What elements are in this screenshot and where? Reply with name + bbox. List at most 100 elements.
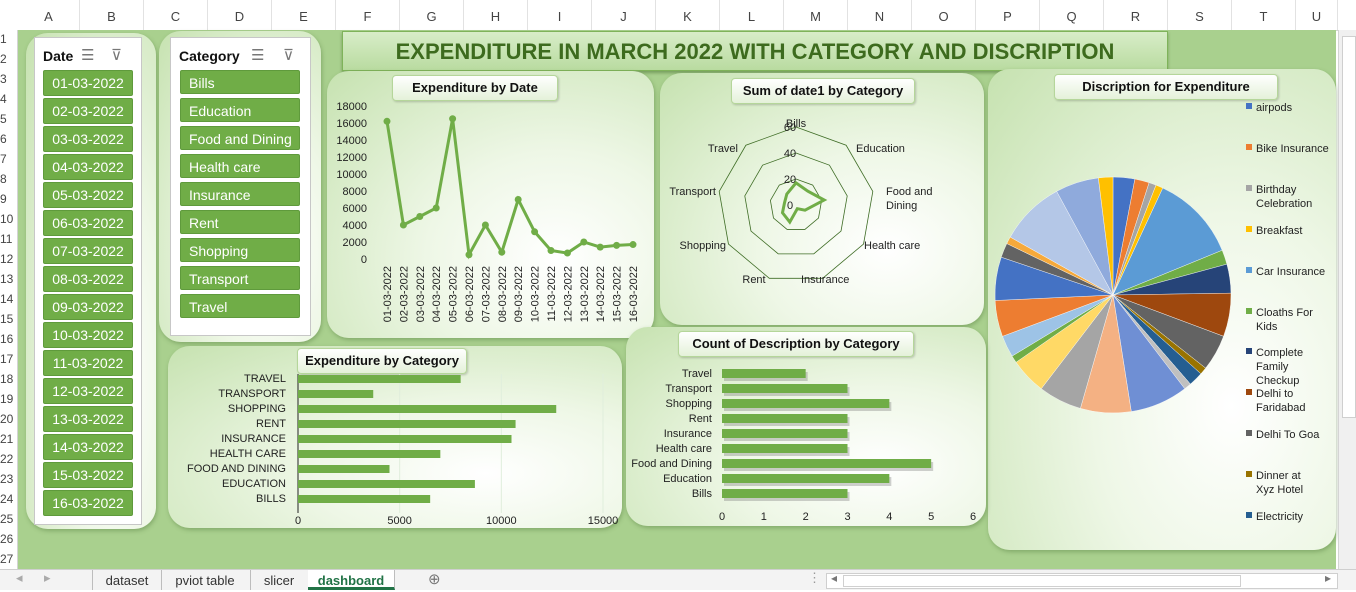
- scroll-left-icon[interactable]: ◂: [831, 571, 838, 585]
- scroll-right-icon[interactable]: ▸: [1325, 571, 1332, 585]
- line-chart-panel[interactable]: [327, 71, 654, 338]
- category-bar-chart[interactable]: 0 5000 10000 15000 TRAVEL TRANSPORT SHOPPING RE…: [168, 346, 622, 528]
- column-header[interactable]: S: [1168, 0, 1232, 30]
- row-header[interactable]: 5: [0, 112, 7, 126]
- category-slicer-item[interactable]: Bills: [180, 70, 300, 94]
- row-header[interactable]: 8: [0, 172, 7, 186]
- pie-chart[interactable]: airpods Bike Insurance Birthday Celebration…: [988, 69, 1336, 550]
- column-header[interactable]: B: [80, 0, 144, 30]
- row-header[interactable]: 7: [0, 152, 7, 166]
- column-header[interactable]: I: [528, 0, 592, 30]
- clear-filter-icon[interactable]: ⊽: [283, 47, 294, 64]
- row-header[interactable]: 16: [0, 332, 14, 346]
- column-header[interactable]: P: [976, 0, 1040, 30]
- row-header[interactable]: 1: [0, 32, 7, 46]
- column-header[interactable]: E: [272, 0, 336, 30]
- date-slicer-item[interactable]: 08-03-2022: [43, 266, 133, 292]
- column-header[interactable]: G: [400, 0, 464, 30]
- tab-scroll-right-icon[interactable]: ▸: [44, 570, 51, 585]
- column-header[interactable]: U: [1296, 0, 1338, 30]
- row-header[interactable]: 11: [0, 232, 13, 246]
- row-header[interactable]: 25: [0, 512, 14, 526]
- row-header[interactable]: 20: [0, 412, 14, 426]
- category-slicer-item[interactable]: Shopping: [180, 238, 300, 262]
- date-slicer-item[interactable]: 07-03-2022: [43, 238, 133, 264]
- legend-label: Car Insurance: [1256, 266, 1325, 278]
- row-header[interactable]: 10: [0, 212, 14, 226]
- horizontal-scrollbar[interactable]: ◂ ▸: [826, 571, 1338, 589]
- row-header[interactable]: 26: [0, 532, 14, 546]
- date-slicer-item[interactable]: 05-03-2022: [43, 182, 133, 208]
- date-slicer-item[interactable]: 09-03-2022: [43, 294, 133, 320]
- row-header[interactable]: 14: [0, 292, 14, 306]
- row-header[interactable]: 9: [0, 192, 7, 206]
- date-slicer-item[interactable]: 14-03-2022: [43, 434, 133, 460]
- row-header[interactable]: 12: [0, 252, 14, 266]
- column-header[interactable]: A: [18, 0, 80, 30]
- column-header[interactable]: D: [208, 0, 272, 30]
- row-header[interactable]: 24: [0, 492, 14, 506]
- date-slicer-item[interactable]: 02-03-2022: [43, 98, 133, 124]
- date-slicer-item[interactable]: 01-03-2022: [43, 70, 133, 96]
- date-slicer-item[interactable]: 03-03-2022: [43, 126, 133, 152]
- column-header[interactable]: C: [144, 0, 208, 30]
- column-header[interactable]: O: [912, 0, 976, 30]
- category-slicer-item[interactable]: Transport: [180, 266, 300, 290]
- column-header[interactable]: J: [592, 0, 656, 30]
- hscroll-thumb[interactable]: [843, 575, 1241, 587]
- row-header[interactable]: 17: [0, 352, 14, 366]
- category-slicer-item[interactable]: Rent: [180, 210, 300, 234]
- date-slicer-title: Date: [43, 48, 74, 64]
- column-header[interactable]: T: [1232, 0, 1296, 30]
- column-header[interactable]: L: [720, 0, 784, 30]
- category-slicer-item[interactable]: Food and Dining: [180, 126, 300, 150]
- row-header[interactable]: 2: [0, 52, 7, 66]
- multi-select-icon[interactable]: ☰: [81, 47, 95, 64]
- date-slicer-item[interactable]: 15-03-2022: [43, 462, 133, 488]
- tab-dataset[interactable]: dataset: [92, 570, 162, 590]
- row-header[interactable]: 3: [0, 72, 7, 86]
- series-line: [385, 118, 634, 260]
- date-slicer-item[interactable]: 12-03-2022: [43, 378, 133, 404]
- row-header[interactable]: 21: [0, 432, 14, 446]
- row-header[interactable]: 27: [0, 552, 14, 566]
- column-header[interactable]: R: [1104, 0, 1168, 30]
- date-slicer-item[interactable]: 10-03-2022: [43, 322, 133, 348]
- column-header[interactable]: N: [848, 0, 912, 30]
- add-sheet-icon[interactable]: ⊕: [428, 571, 441, 588]
- column-header[interactable]: M: [784, 0, 848, 30]
- date-slicer-item[interactable]: 13-03-2022: [43, 406, 133, 432]
- tab-pivot-table[interactable]: pviot table: [160, 570, 251, 590]
- row-header[interactable]: 18: [0, 372, 14, 386]
- row-header[interactable]: 22: [0, 452, 14, 466]
- line-chart[interactable]: 0 2000 4000 6000 8000 10000 12000 14000 16000 180…: [327, 71, 654, 338]
- row-header[interactable]: 4: [0, 92, 7, 106]
- row-header[interactable]: 19: [0, 392, 14, 406]
- scroll-thumb[interactable]: [1342, 36, 1356, 418]
- column-header[interactable]: K: [656, 0, 720, 30]
- tab-slicer[interactable]: slicer: [250, 570, 309, 590]
- date-slicer-item[interactable]: 06-03-2022: [43, 210, 133, 236]
- tab-scroll-left-icon[interactable]: ◂: [16, 570, 23, 585]
- vertical-scrollbar[interactable]: [1338, 30, 1356, 569]
- category-slicer-item[interactable]: Insurance: [180, 182, 300, 206]
- splitter-icon[interactable]: ⋮: [808, 570, 821, 585]
- row-header[interactable]: 13: [0, 272, 14, 286]
- category-slicer-item[interactable]: Travel: [180, 294, 300, 318]
- date-slicer-item[interactable]: 16-03-2022: [43, 490, 133, 516]
- row-header[interactable]: 23: [0, 472, 14, 486]
- category-slicer-item[interactable]: Health care: [180, 154, 300, 178]
- category-slicer-item[interactable]: Education: [180, 98, 300, 122]
- count-bar-chart[interactable]: 0 1 2 3 4 5 6 Travel Transport Shopping Rent Insura…: [626, 327, 986, 526]
- multi-select-icon[interactable]: ☰: [251, 47, 265, 64]
- date-slicer-item[interactable]: 04-03-2022: [43, 154, 133, 180]
- row-header[interactable]: 15: [0, 312, 14, 326]
- tab-dashboard[interactable]: dashboard: [308, 570, 395, 590]
- column-header[interactable]: H: [464, 0, 528, 30]
- column-header[interactable]: F: [336, 0, 400, 30]
- clear-filter-icon[interactable]: ⊽: [111, 47, 122, 64]
- column-header[interactable]: Q: [1040, 0, 1104, 30]
- date-slicer-item[interactable]: 11-03-2022: [43, 350, 133, 376]
- row-header[interactable]: 6: [0, 132, 7, 146]
